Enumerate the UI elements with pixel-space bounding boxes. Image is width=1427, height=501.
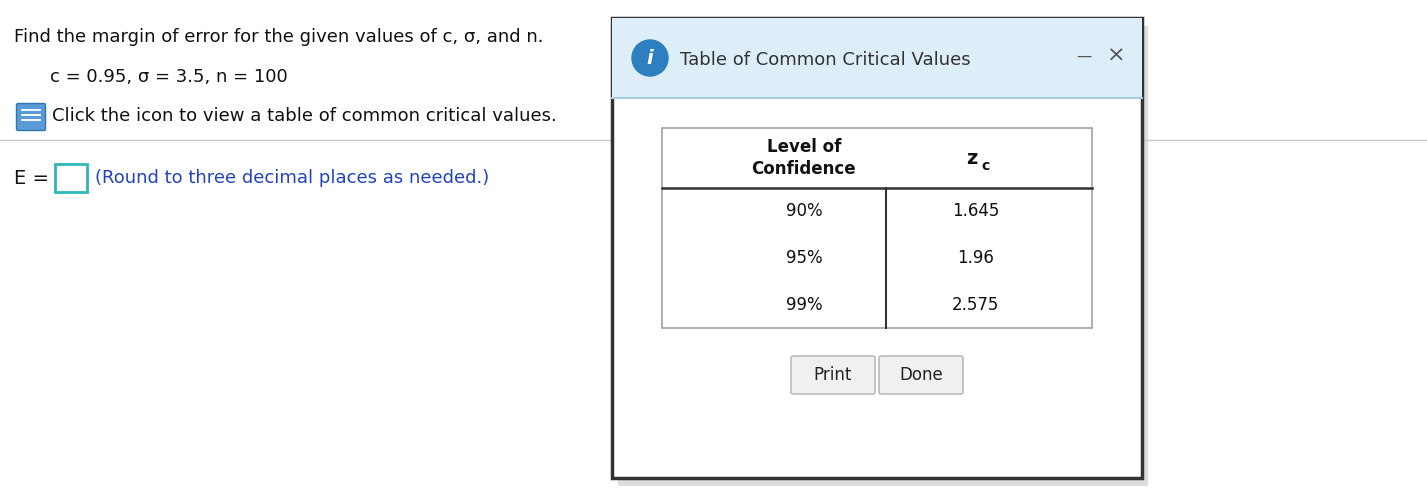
FancyBboxPatch shape bbox=[17, 104, 46, 130]
Text: (Round to three decimal places as needed.): (Round to three decimal places as needed… bbox=[96, 169, 489, 187]
Circle shape bbox=[632, 40, 668, 76]
Text: Level of
Confidence: Level of Confidence bbox=[752, 138, 856, 178]
Text: —: — bbox=[1076, 49, 1092, 64]
Text: Find the margin of error for the given values of c, σ, and n.: Find the margin of error for the given v… bbox=[14, 28, 544, 46]
Text: Done: Done bbox=[899, 366, 943, 384]
Bar bbox=[612, 18, 1142, 98]
Text: i: i bbox=[646, 49, 654, 68]
Text: c = 0.95, σ = 3.5, n = 100: c = 0.95, σ = 3.5, n = 100 bbox=[50, 68, 288, 86]
Text: Print: Print bbox=[813, 366, 852, 384]
Bar bbox=[56, 164, 87, 192]
Text: c: c bbox=[982, 159, 990, 173]
Text: Table of Common Critical Values: Table of Common Critical Values bbox=[681, 51, 970, 69]
Text: Click the icon to view a table of common critical values.: Click the icon to view a table of common… bbox=[51, 107, 557, 125]
FancyBboxPatch shape bbox=[879, 356, 963, 394]
Text: 90%: 90% bbox=[786, 202, 822, 220]
Text: ×: × bbox=[1107, 46, 1126, 66]
Bar bbox=[612, 18, 1142, 478]
Text: 99%: 99% bbox=[786, 296, 822, 314]
Text: 95%: 95% bbox=[786, 249, 822, 267]
FancyBboxPatch shape bbox=[791, 356, 875, 394]
Text: 2.575: 2.575 bbox=[952, 296, 999, 314]
Text: E =: E = bbox=[14, 168, 56, 187]
Bar bbox=[618, 26, 1147, 486]
Text: 1.645: 1.645 bbox=[952, 202, 999, 220]
Text: 1.96: 1.96 bbox=[958, 249, 995, 267]
Bar bbox=[662, 128, 1092, 328]
Text: z: z bbox=[966, 148, 977, 167]
